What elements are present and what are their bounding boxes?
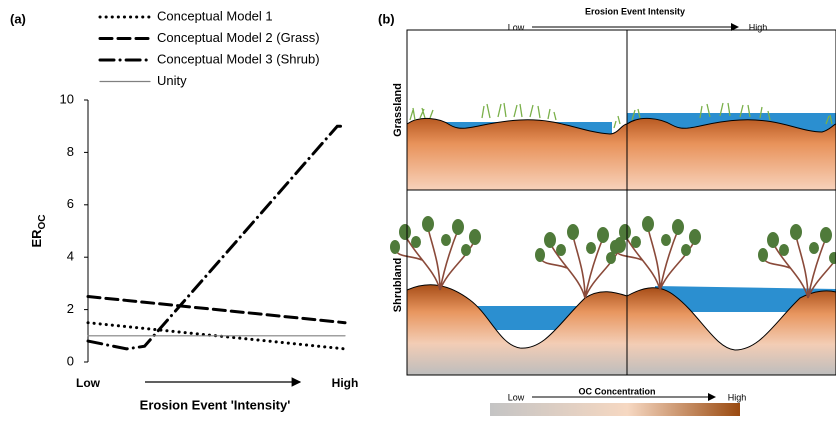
- shrub: [757, 223, 836, 299]
- grass: [409, 102, 833, 129]
- x-tick-label: High: [332, 376, 359, 390]
- panel-b: (b) Erosion Event Intensity Low High Gra…: [378, 6, 836, 416]
- y-tick-label: 2: [67, 301, 74, 316]
- scale-title: OC Concentration: [578, 386, 655, 396]
- y-tick-label: 0: [67, 353, 74, 368]
- scale-low: Low: [508, 392, 525, 402]
- panel-label: (a): [10, 11, 26, 26]
- water: [655, 286, 836, 312]
- line: [86, 124, 347, 351]
- frame: [406, 29, 836, 376]
- y-tick-label: 10: [60, 91, 74, 106]
- top-axis-high: High: [749, 22, 768, 32]
- soil: [626, 118, 836, 191]
- shrub: [609, 215, 702, 291]
- row-label: Shrubland: [392, 258, 404, 312]
- y-tick-label: 4: [67, 249, 74, 264]
- shrub: [534, 223, 627, 299]
- x-axis-title: Erosion Event 'Intensity': [140, 397, 291, 412]
- legend-label: Conceptual Model 1: [157, 8, 273, 23]
- panel-a: (a) Erosion Event 'Intensity' EROC 0 2 4 6 8…: [10, 8, 358, 412]
- top-axis-low: Low: [508, 22, 525, 32]
- line: [86, 295, 347, 325]
- legend-label: Conceptual Model 3 (Shrub): [157, 51, 320, 66]
- legend-label: Conceptual Model 2 (Grass): [157, 30, 320, 45]
- scale-high: High: [728, 392, 747, 402]
- y-tick-label: 6: [67, 196, 74, 211]
- legend-label: Unity: [157, 73, 187, 88]
- x-tick-label: Low: [76, 376, 101, 390]
- soil: [406, 284, 628, 376]
- soil: [406, 118, 628, 191]
- soil: [626, 287, 836, 376]
- y-axis-title-main: ER: [29, 229, 44, 248]
- y-tick-label: 8: [67, 144, 74, 159]
- row-label: Grassland: [392, 83, 404, 137]
- scale-bar: [490, 403, 740, 416]
- y-axis-title-sub: OC: [37, 214, 48, 229]
- line: [86, 321, 347, 351]
- y-axis-title: EROC: [29, 214, 47, 247]
- panel-label: (b): [378, 11, 395, 26]
- top-axis-title: Erosion Event Intensity: [585, 6, 685, 16]
